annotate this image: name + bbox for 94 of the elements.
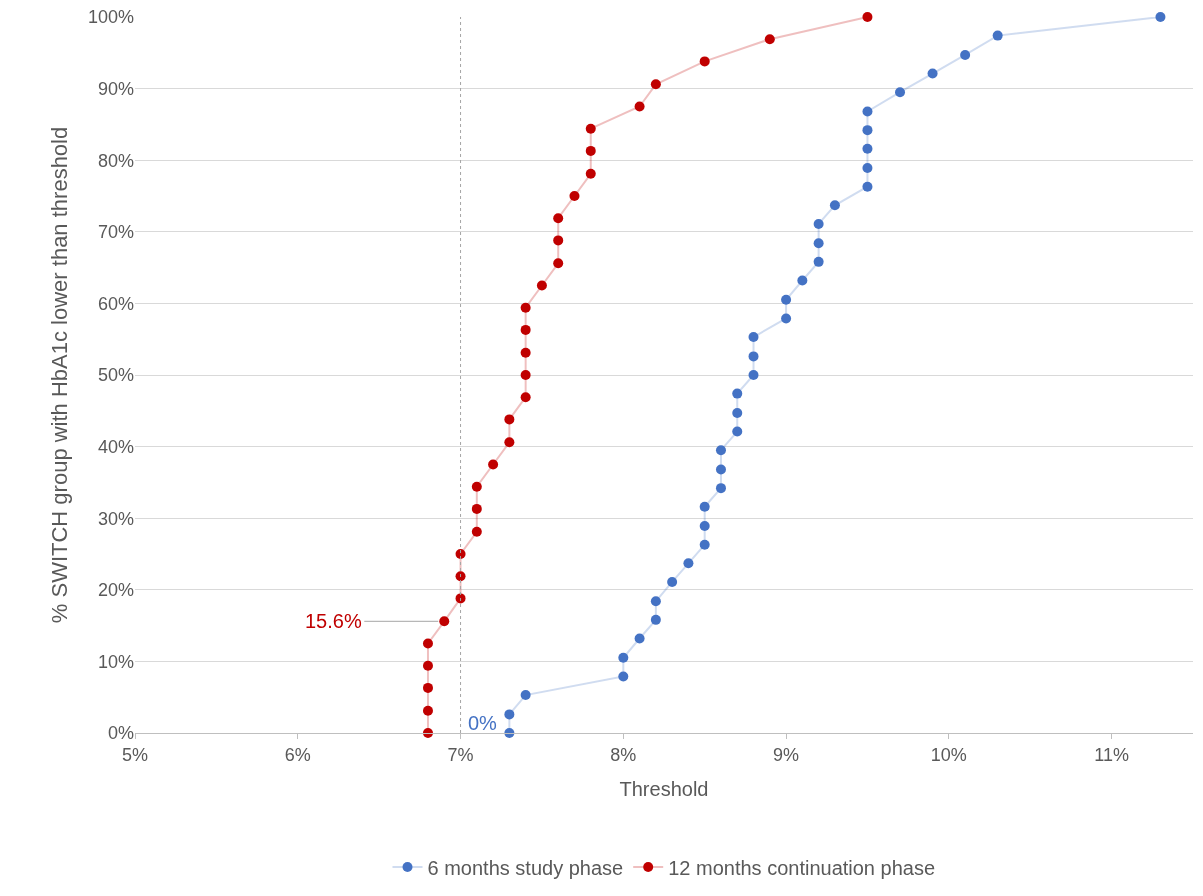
point xyxy=(715,464,726,475)
point xyxy=(813,238,824,249)
point xyxy=(650,596,661,607)
y-axis-title: % SWITCH group with HbA1c lower than threshold xyxy=(46,126,72,624)
point xyxy=(813,256,824,267)
point xyxy=(471,503,482,514)
point xyxy=(585,123,596,134)
annotation: 15.6% xyxy=(305,610,362,632)
point xyxy=(504,437,515,448)
point xyxy=(634,101,645,112)
legend-label: 6 months study phase xyxy=(427,856,624,879)
point xyxy=(488,459,499,470)
point xyxy=(553,258,564,269)
point xyxy=(748,351,759,362)
point xyxy=(585,145,596,156)
point xyxy=(520,302,531,313)
point xyxy=(715,483,726,494)
point xyxy=(520,392,531,403)
x-axis-title: Threshold xyxy=(619,778,709,801)
point xyxy=(553,235,564,246)
point xyxy=(862,143,873,154)
point xyxy=(536,280,547,291)
point xyxy=(862,125,873,136)
point xyxy=(862,181,873,192)
point xyxy=(862,106,873,117)
x-tick-label: 11% xyxy=(1094,744,1129,765)
point xyxy=(667,576,678,587)
point xyxy=(471,481,482,492)
point xyxy=(439,616,450,627)
y-tick-label: 60% xyxy=(97,293,134,314)
point xyxy=(813,218,824,229)
point xyxy=(553,213,564,224)
point xyxy=(650,79,661,90)
point xyxy=(715,445,726,456)
point xyxy=(422,638,433,649)
y-tick-label: 30% xyxy=(97,508,134,529)
point xyxy=(585,168,596,179)
point xyxy=(797,275,808,286)
x-tick-label: 7% xyxy=(447,744,474,765)
point xyxy=(699,539,710,550)
point xyxy=(520,324,531,335)
point xyxy=(455,549,466,559)
y-tick-label: 50% xyxy=(97,365,134,386)
y-tick-label: 40% xyxy=(97,436,134,457)
x-tick-label: 8% xyxy=(610,744,637,765)
y-tick-label: 70% xyxy=(97,222,134,243)
point xyxy=(781,313,792,324)
point xyxy=(422,660,433,671)
point xyxy=(960,49,971,60)
point xyxy=(683,558,694,569)
point xyxy=(520,370,531,380)
point xyxy=(829,200,840,211)
x-tick-label: 10% xyxy=(930,744,967,765)
point xyxy=(504,709,515,720)
point xyxy=(618,652,629,663)
point xyxy=(732,407,743,418)
y-tick-label: 100% xyxy=(87,7,134,28)
point xyxy=(732,426,743,437)
x-tick-label: 5% xyxy=(121,744,149,765)
point xyxy=(455,571,466,582)
y-tick-label: 0% xyxy=(107,723,134,744)
point xyxy=(650,614,661,625)
y-tick-label: 10% xyxy=(97,651,134,672)
point xyxy=(699,521,710,532)
point xyxy=(764,34,775,45)
point xyxy=(520,347,531,358)
point xyxy=(520,690,531,701)
point xyxy=(569,191,580,201)
point xyxy=(471,526,482,537)
point xyxy=(895,87,906,98)
point xyxy=(862,163,873,174)
point xyxy=(422,728,433,738)
y-tick-label: 20% xyxy=(97,580,134,601)
point xyxy=(748,332,759,343)
annotation: 0% xyxy=(468,712,498,734)
point xyxy=(504,414,515,425)
point xyxy=(992,30,1003,41)
point xyxy=(699,56,710,67)
x-tick-label: 6% xyxy=(284,744,311,765)
point xyxy=(1155,12,1166,22)
point xyxy=(781,294,792,305)
point xyxy=(732,388,743,399)
x-tick-label: 9% xyxy=(773,744,800,765)
point xyxy=(422,682,433,693)
point xyxy=(422,705,433,716)
point xyxy=(748,370,759,380)
point xyxy=(618,671,629,682)
point xyxy=(927,68,938,79)
point xyxy=(699,501,710,512)
point xyxy=(862,12,873,22)
point xyxy=(634,633,645,644)
y-tick-label: 90% xyxy=(97,78,134,99)
y-tick-label: 80% xyxy=(97,150,134,171)
legend-label: 12 months continuation phase xyxy=(668,856,936,879)
